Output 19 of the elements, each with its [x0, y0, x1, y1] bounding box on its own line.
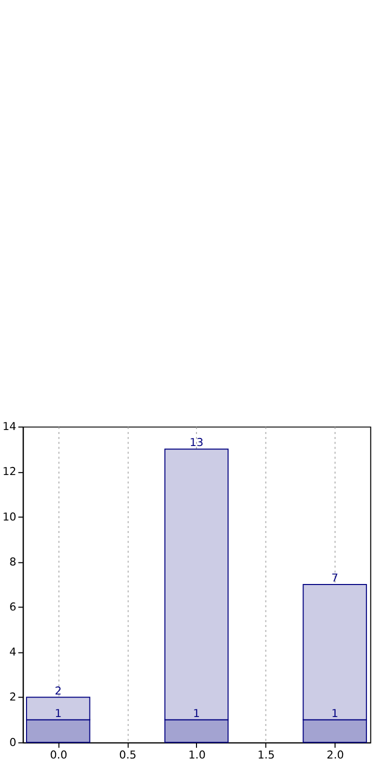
y-tick-label: 2 — [9, 690, 16, 704]
x-tick-label: 0.0 — [50, 748, 68, 762]
x-tick-label: 0.5 — [119, 748, 136, 762]
data-label: 1 — [54, 706, 62, 720]
total-label: 2 — [54, 684, 62, 698]
total-label: 7 — [331, 571, 338, 584]
data-label: 1 — [331, 706, 338, 720]
x-tick-label: 1.5 — [258, 748, 275, 762]
y-tick-label: 6 — [9, 600, 16, 614]
y-tick-label: 10 — [2, 510, 16, 524]
x-tick-label: 2.0 — [326, 748, 344, 762]
y-tick-label: 12 — [2, 465, 16, 478]
y-tick-label: 0 — [9, 736, 16, 749]
data-label: 1 — [193, 706, 200, 720]
y-tick-label: 8 — [9, 555, 16, 568]
total-label: 13 — [190, 436, 204, 450]
y-tick-label: 4 — [9, 646, 16, 659]
x-tick-label: 1.0 — [188, 748, 206, 762]
y-tick-label: 14 — [2, 420, 16, 434]
